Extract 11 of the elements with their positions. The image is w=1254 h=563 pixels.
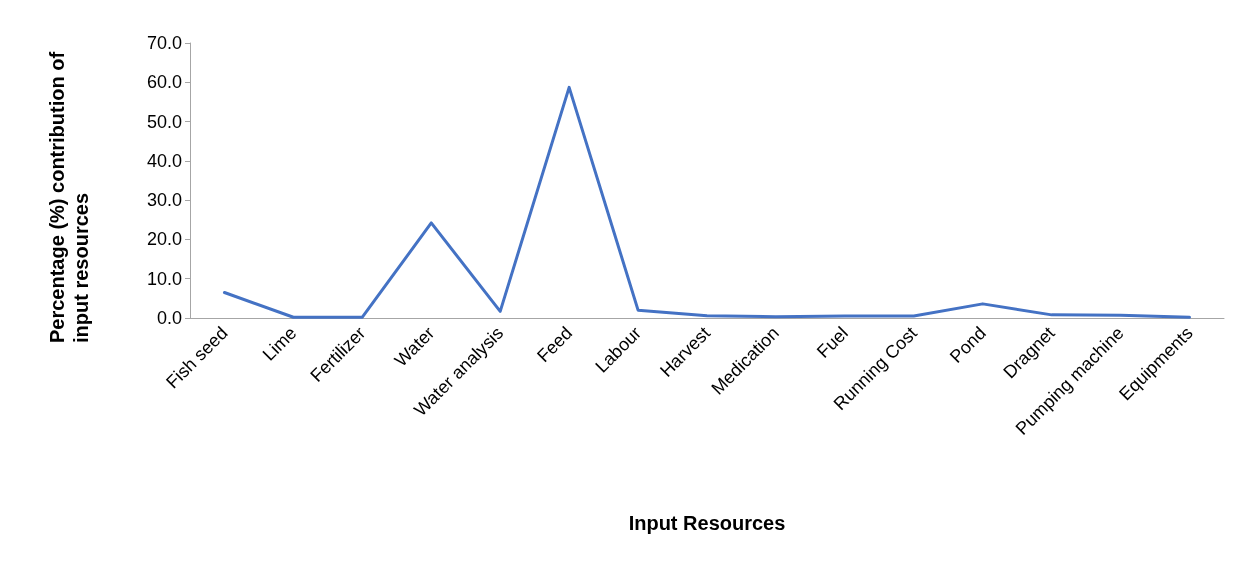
y-tick-label: 50.0: [146, 111, 182, 132]
y-axis-title: Percentage (%) contribution of input resources: [46, 46, 92, 343]
y-tick-label: 30.0: [146, 190, 182, 211]
y-tick-label: 40.0: [146, 150, 182, 171]
y-tick-label: 60.0: [146, 72, 182, 93]
y-tick-label: 70.0: [146, 33, 182, 53]
y-tick-label: 20.0: [146, 229, 182, 250]
x-axis-title: Input Resources: [628, 512, 786, 534]
y-tick-label: 0.0: [156, 308, 182, 328]
line-series: [222, 85, 1192, 319]
y-tick-label: 10.0: [146, 268, 182, 289]
